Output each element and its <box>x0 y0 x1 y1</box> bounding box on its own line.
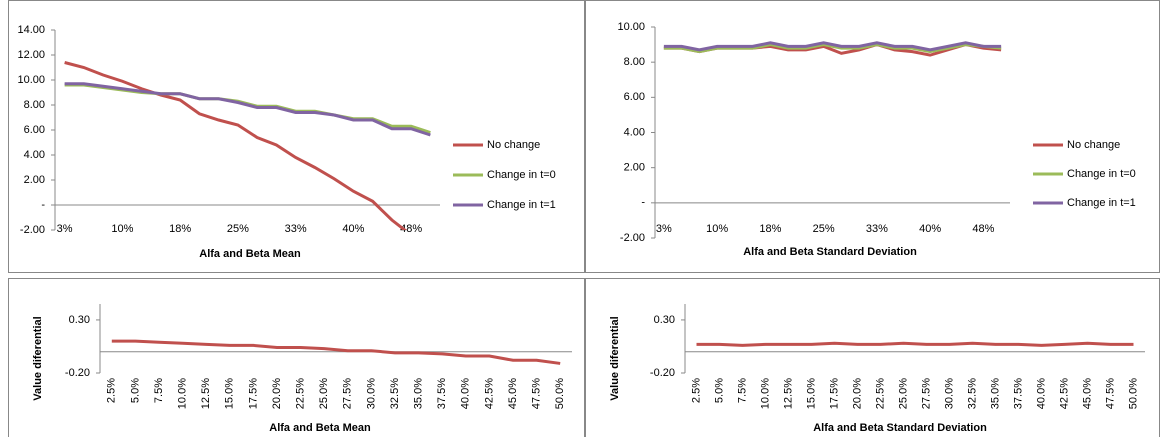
y-tick-label: 10.00 <box>17 74 45 86</box>
x-tick-label: 33% <box>866 223 888 235</box>
x-tick-label: 40.0% <box>1035 378 1047 409</box>
x-axis-title: Alfa and Beta Standard Deviation <box>743 246 917 258</box>
x-axis-title: Alfa and Beta Standard Deviation <box>813 422 987 434</box>
x-tick-label: 25.0% <box>897 378 909 409</box>
y-tick-label: - <box>41 199 45 211</box>
y-tick-label: 10.00 <box>617 21 645 33</box>
legend-label: No change <box>1067 139 1120 151</box>
x-tick-label: 42.5% <box>1058 378 1070 409</box>
y-tick-label: 4.00 <box>624 126 645 138</box>
y-tick-label: 0.30 <box>654 314 675 326</box>
x-tick-label: 47.5% <box>1104 378 1116 409</box>
y-tick-label: 12.00 <box>17 49 45 61</box>
x-tick-label: 40% <box>919 223 941 235</box>
legend-label: Change in t=1 <box>487 199 556 211</box>
y-tick-label: 8.00 <box>624 56 645 68</box>
x-tick-label: 37.5% <box>1012 378 1024 409</box>
x-tick-label: 3% <box>57 223 73 235</box>
panel <box>8 278 585 437</box>
x-tick-label: 27.5% <box>920 378 932 409</box>
x-tick-label: 12.5% <box>200 378 212 409</box>
x-tick-label: 35.0% <box>989 378 1001 409</box>
y-tick-label: 6.00 <box>24 124 45 136</box>
x-tick-label: 2.5% <box>106 378 118 403</box>
series-line <box>64 61 408 230</box>
x-tick-label: 7.5% <box>153 378 165 403</box>
x-tick-label: 18% <box>169 223 191 235</box>
x-tick-label: 10% <box>111 223 133 235</box>
x-tick-label: 7.5% <box>736 378 748 403</box>
y-tick-label: 6.00 <box>624 91 645 103</box>
x-tick-label: 32.5% <box>389 378 401 409</box>
x-tick-label: 40% <box>342 223 364 235</box>
panel <box>8 0 585 273</box>
x-tick-label: 50.0% <box>554 378 566 409</box>
x-axis-title: Alfa and Beta Mean <box>269 422 371 434</box>
x-tick-label: 10.0% <box>177 378 189 409</box>
x-tick-label: 22.5% <box>295 378 307 409</box>
panel <box>585 278 1160 437</box>
x-tick-label: 30.0% <box>365 378 377 409</box>
x-tick-label: 20.0% <box>851 378 863 409</box>
y-tick-label: 2.00 <box>624 162 645 174</box>
x-tick-label: 15.0% <box>805 378 817 409</box>
x-tick-label: 17.5% <box>247 378 259 409</box>
x-tick-label: 27.5% <box>342 378 354 409</box>
x-tick-label: 25% <box>813 223 835 235</box>
legend-label: Change in t=0 <box>487 169 556 181</box>
x-tick-label: 33% <box>285 223 307 235</box>
x-tick-label: 48% <box>972 223 994 235</box>
x-tick-label: 35.0% <box>413 378 425 409</box>
x-tick-label: 48% <box>400 223 422 235</box>
series-line <box>64 83 431 134</box>
x-tick-label: 45.0% <box>507 378 519 409</box>
y-tick-label: 14.00 <box>17 24 45 36</box>
x-tick-label: 5.0% <box>129 378 141 403</box>
legend-label: Change in t=0 <box>1067 168 1136 180</box>
x-tick-label: 15.0% <box>224 378 236 409</box>
x-tick-label: 40.0% <box>460 378 472 409</box>
y-tick-label: -2.00 <box>20 224 45 236</box>
series-line <box>64 82 431 137</box>
series-line <box>111 339 561 365</box>
y-tick-label: - <box>641 197 645 209</box>
series-line <box>696 341 1134 347</box>
y-tick-label: 2.00 <box>24 174 45 186</box>
x-axis-title: Alfa and Beta Mean <box>199 248 301 260</box>
x-tick-label: 20.0% <box>271 378 283 409</box>
x-tick-label: 45.0% <box>1081 378 1093 409</box>
x-tick-label: 17.5% <box>828 378 840 409</box>
x-tick-label: 10% <box>706 223 728 235</box>
x-tick-label: 10.0% <box>759 378 771 409</box>
x-tick-label: 47.5% <box>531 378 543 409</box>
x-tick-label: 25.0% <box>318 378 330 409</box>
x-tick-label: 30.0% <box>943 378 955 409</box>
x-tick-label: 12.5% <box>782 378 794 409</box>
x-tick-label: 25% <box>227 223 249 235</box>
y-axis-title: Value diferential <box>32 316 44 400</box>
y-axis-title: Value diferential <box>609 316 621 400</box>
x-tick-label: 42.5% <box>483 378 495 409</box>
legend-label: Change in t=1 <box>1067 197 1136 209</box>
y-tick-label: 0.30 <box>69 314 90 326</box>
series-line <box>663 41 1002 52</box>
x-tick-label: 5.0% <box>713 378 725 403</box>
legend-label: No change <box>487 139 540 151</box>
y-tick-label: 8.00 <box>24 99 45 111</box>
x-tick-label: 18% <box>759 223 781 235</box>
x-tick-label: 3% <box>656 223 672 235</box>
y-tick-label: -0.20 <box>650 367 675 379</box>
x-tick-label: 50.0% <box>1127 378 1139 409</box>
y-tick-label: -2.00 <box>620 232 645 244</box>
y-tick-label: -0.20 <box>65 367 90 379</box>
x-tick-label: 32.5% <box>966 378 978 409</box>
y-tick-label: 4.00 <box>24 149 45 161</box>
panel <box>585 0 1160 273</box>
series-line <box>663 43 1002 54</box>
x-tick-label: 2.5% <box>690 378 702 403</box>
x-tick-label: 37.5% <box>436 378 448 409</box>
x-tick-label: 22.5% <box>874 378 886 409</box>
